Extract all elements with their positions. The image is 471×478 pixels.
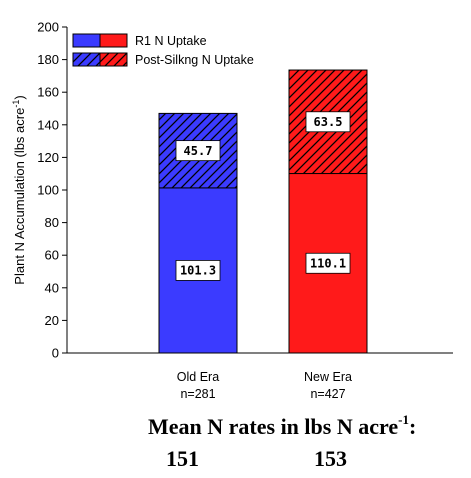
legend: R1 N Uptake Post-Silkng N Uptake [72, 33, 254, 67]
y-axis-label: Plant N Accumulation (lbs acre-1) [11, 95, 27, 284]
footer-title-sup: -1 [398, 412, 409, 427]
legend-swatch [99, 52, 128, 67]
legend-swatch [99, 33, 128, 48]
y-tick-label: 180 [37, 52, 59, 67]
footer-title: Mean N rates in lbs N acre-1: [148, 412, 417, 440]
data-label: 63.5 [314, 115, 343, 129]
data-label-box [175, 260, 221, 281]
footer-title-text: Mean N rates in lbs N acre [148, 414, 399, 439]
legend-swatch [72, 52, 101, 67]
data-label-box [305, 252, 351, 274]
chart: 0 20 40 60 80 100 120 140 160 180 200 Plant N Accum… [11, 20, 453, 400]
axes: 0 20 40 60 80 100 120 140 160 180 200 Plant N Accum… [11, 20, 453, 400]
footer-value-new-text: 153 [314, 446, 347, 471]
y-tick-label: 200 [37, 20, 59, 35]
data-label-box [305, 111, 351, 133]
y-tick-label: 0 [52, 346, 59, 361]
category-label: New Era [304, 370, 352, 384]
data-label: 110.1 [310, 257, 346, 271]
category-sublabel: n=281 [180, 387, 215, 400]
footer-title-end: : [408, 414, 417, 439]
legend-label: R1 N Uptake [135, 34, 207, 48]
footer-value-old-text: 151 [166, 446, 199, 471]
y-tick-label: 60 [45, 248, 59, 263]
y-tick-label: 120 [37, 150, 59, 165]
y-tick-label: 20 [45, 313, 59, 328]
y-tick-label: 80 [45, 215, 59, 230]
data-label-box [175, 140, 221, 162]
bars: 101.3 45.7 110.1 63.5 [158, 69, 368, 354]
y-tick-label: 100 [37, 183, 59, 198]
y-tick-label: 40 [45, 280, 59, 295]
data-label: 101.3 [180, 264, 216, 278]
data-label: 45.7 [184, 144, 213, 158]
legend-swatch [72, 33, 101, 48]
y-tick-label: 160 [37, 85, 59, 100]
category-sublabel: n=427 [310, 387, 345, 400]
footer-value-old: 151 [166, 446, 199, 472]
legend-label: Post-Silkng N Uptake [135, 53, 254, 67]
footer-value-new: 153 [314, 446, 347, 472]
category-label: Old Era [177, 370, 219, 384]
y-tick-label: 140 [37, 117, 59, 132]
